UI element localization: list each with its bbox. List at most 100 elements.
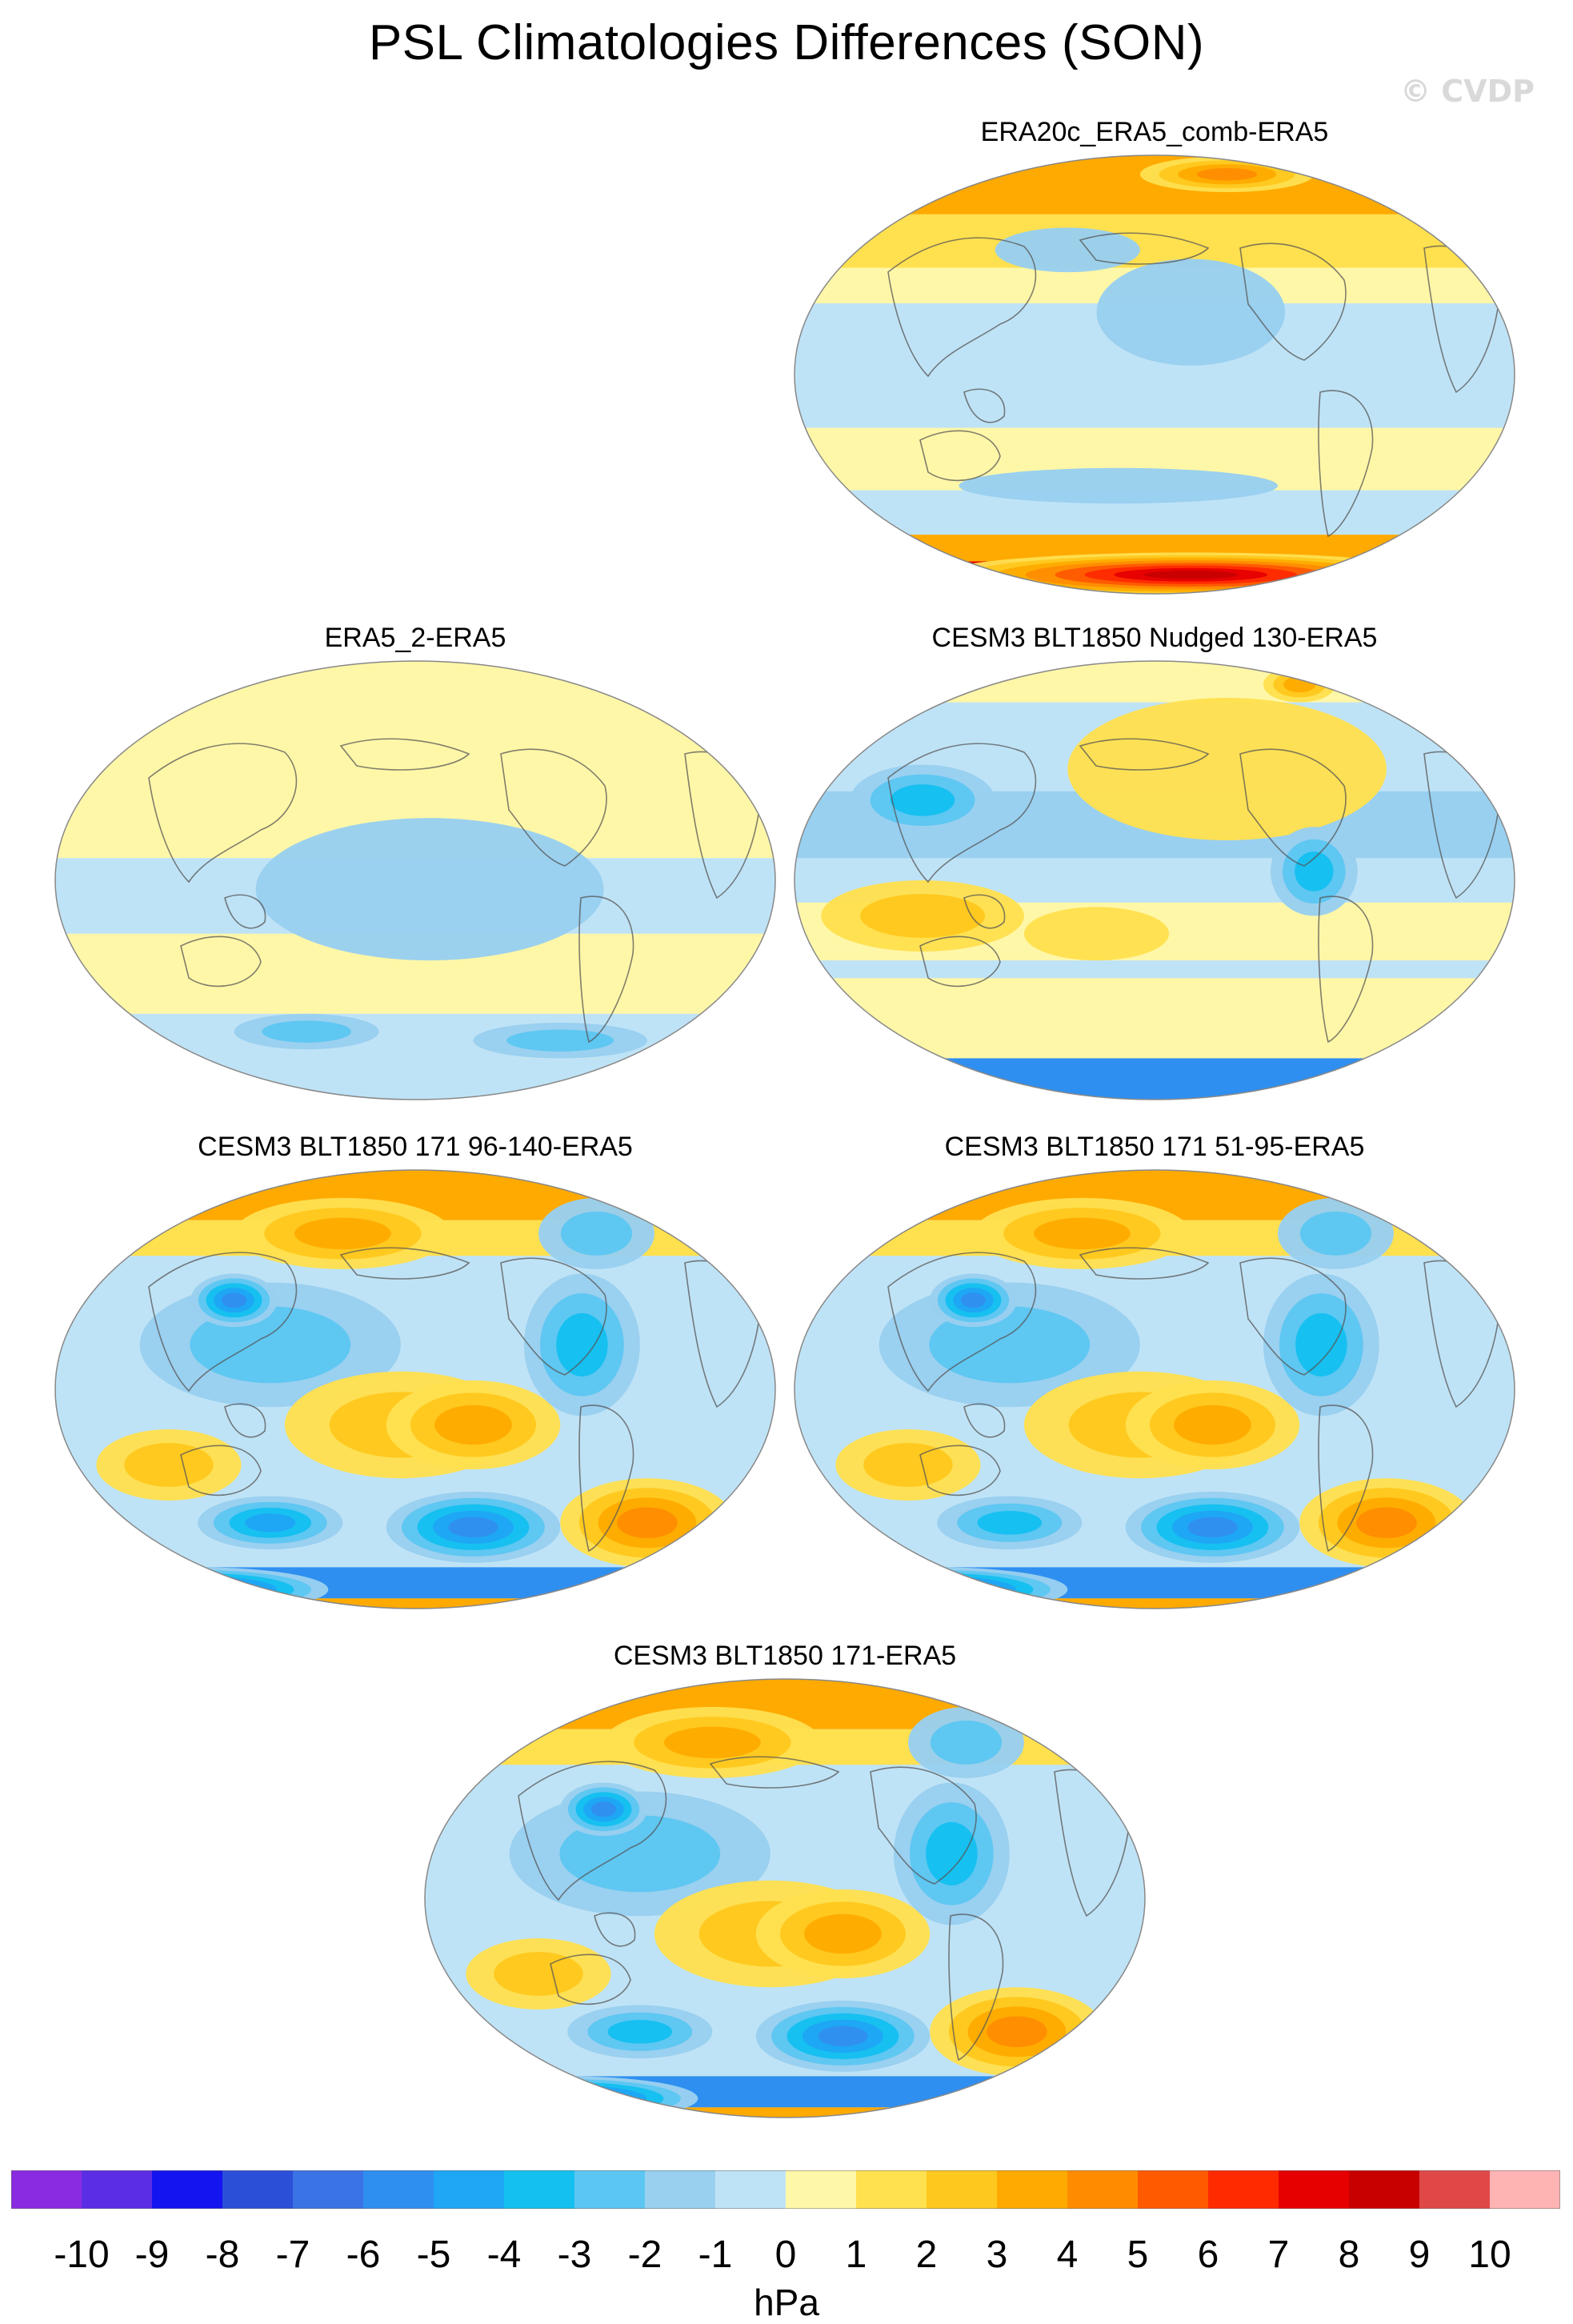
anomaly-contour: [505, 2088, 630, 2110]
colorbar-swatch: [1279, 2170, 1350, 2209]
anomaly-contour: [539, 2094, 595, 2104]
anomaly-contour: [560, 1212, 633, 1256]
coastline: [594, 1912, 636, 1947]
colorbar-swatch: [434, 2170, 505, 2209]
colorbar-swatch: [152, 2170, 223, 2209]
anomaly-contour: [1174, 1404, 1251, 1445]
anomaly-contour: [102, 1573, 294, 1606]
anomaly-contour: [448, 1517, 498, 1538]
colorbar-swatch: [11, 2170, 82, 2209]
coastline: [948, 1913, 1004, 2062]
anomaly-contour: [294, 1217, 391, 1250]
colorbar-tick-label: 1: [845, 2234, 867, 2276]
coastline: [1239, 1257, 1347, 1376]
colorbar-tick-label: 3: [986, 2234, 1008, 2276]
colorbar-swatch: [786, 2170, 857, 2209]
anomaly-contour: [118, 1576, 277, 1604]
coastline: [578, 1404, 634, 1553]
colorbar-tick-label: -5: [416, 2234, 451, 2276]
coastline: [180, 936, 262, 988]
map-plot: [794, 1169, 1515, 1609]
map-plot: [54, 1169, 776, 1609]
coastline: [919, 936, 1001, 988]
coastline: [963, 1403, 1006, 1438]
coastline: [963, 388, 1006, 423]
anomaly-contour: [959, 467, 1279, 504]
colorbar-tick-label: 0: [774, 2234, 797, 2276]
anomaly-contour: [875, 1579, 999, 1601]
colorbar-swatch: [574, 2170, 646, 2209]
anomaly-contour: [135, 1579, 260, 1601]
colorbar-tick-label: -7: [275, 2234, 310, 2276]
coastline: [963, 894, 1006, 929]
coastline: [224, 1403, 266, 1438]
colorbar-swatch: [927, 2170, 998, 2209]
colorbar-tick-label: -3: [557, 2234, 592, 2276]
anomaly-contour: [245, 1513, 296, 1533]
panel-title: CESM3 BLT1850 171 96-140-ERA5: [198, 1132, 633, 1162]
anomaly-contour: [1143, 571, 1239, 579]
anomaly-contour: [1034, 1217, 1131, 1250]
coastline: [148, 743, 298, 884]
coastline: [1318, 1404, 1374, 1553]
colorbar-swatch: [293, 2170, 364, 2209]
coastline: [339, 738, 470, 771]
anomaly-contour: [255, 818, 604, 961]
coastline: [887, 1252, 1037, 1392]
anomaly-contour: [841, 1573, 1034, 1606]
coastline: [1318, 896, 1374, 1044]
anomaly-contour: [153, 1581, 242, 1597]
panel-title: ERA20c_ERA5_comb-ERA5: [980, 117, 1329, 147]
coastline: [919, 430, 1001, 482]
anomaly-band: [795, 1598, 1515, 1609]
anomaly-contour: [863, 1443, 953, 1487]
anomaly-contour: [1096, 258, 1286, 366]
anomaly-contour: [1295, 851, 1334, 892]
anomaly-contour: [1196, 168, 1258, 181]
colorbar-swatch: [1490, 2170, 1560, 2209]
coastline: [550, 1953, 631, 2005]
map-plot: [794, 660, 1515, 1100]
colorbar-swatch: [997, 2170, 1068, 2209]
coastline: [500, 1257, 607, 1376]
anomaly-contour: [858, 1576, 1016, 1604]
colorbar-tick-label: -4: [486, 2234, 522, 2276]
anomaly-contour: [1356, 1507, 1417, 1539]
colorbar-swatch: [363, 2170, 434, 2209]
coastline: [1079, 738, 1210, 771]
anomaly-contour: [170, 1585, 226, 1595]
coastline: [1079, 1247, 1210, 1280]
figure-title: PSL Climatologies Differences (SON): [368, 15, 1205, 70]
colorbar-swatch: [222, 2170, 294, 2209]
anomaly-band: [55, 1058, 775, 1100]
anomaly-contour: [930, 1721, 1003, 1765]
anomaly-band: [795, 1058, 1515, 1100]
colorbar-swatch: [1419, 2170, 1491, 2209]
coastline: [919, 1444, 1001, 1497]
colorbar-swatch: [504, 2170, 575, 2209]
panel-title: CESM3 BLT1850 171-ERA5: [613, 1641, 957, 1671]
coastline: [578, 896, 634, 1044]
colorbar-tick-label: 9: [1408, 2234, 1431, 2276]
map-plot: [794, 154, 1515, 595]
coastline: [1079, 232, 1210, 265]
anomaly-contour: [909, 1585, 965, 1595]
anomaly-band: [795, 661, 1515, 703]
colorbar-tick-label: 10: [1468, 2234, 1511, 2276]
colorbar-swatch: [1067, 2170, 1139, 2209]
coastline: [180, 1444, 262, 1497]
colorbar-swatch: [715, 2170, 786, 2209]
anomaly-contour: [1187, 1517, 1238, 1538]
anomaly-contour: [995, 227, 1140, 273]
colorbar: [11, 2170, 1560, 2209]
anomaly-contour: [556, 1312, 608, 1376]
anomaly-contour: [124, 1443, 214, 1487]
anomaly-contour: [607, 2019, 673, 2044]
colorbar-swatch: [645, 2170, 716, 2209]
colorbar-unit: hPa: [754, 2282, 819, 2323]
colorbar-tick-label: -6: [346, 2234, 381, 2276]
coastline: [870, 1766, 977, 1885]
colorbar-tick-label: 5: [1127, 2234, 1149, 2276]
anomaly-contour: [494, 1952, 583, 1996]
anomaly-contour: [1067, 698, 1387, 840]
